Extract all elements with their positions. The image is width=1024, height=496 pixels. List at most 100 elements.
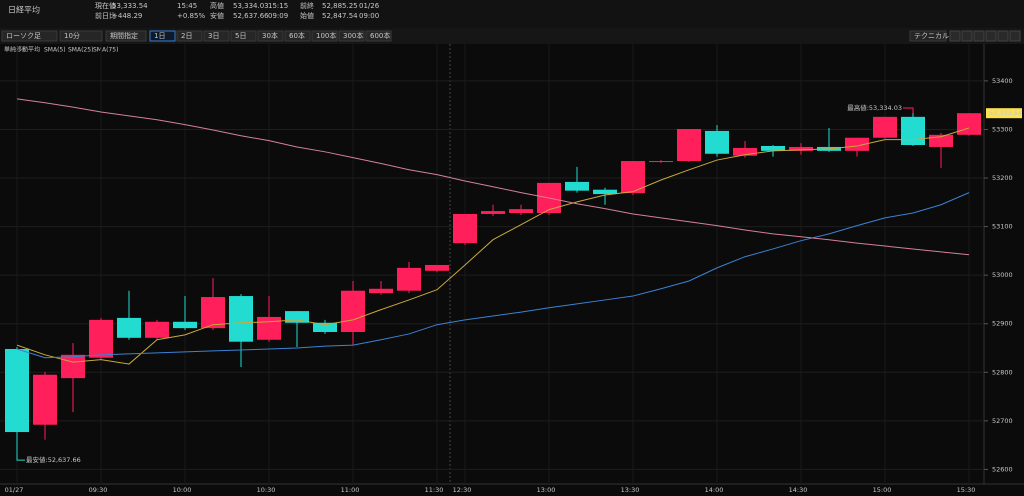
indicator-label: 単純移動平均	[4, 46, 40, 54]
range-button[interactable]	[338, 30, 365, 42]
range-button[interactable]	[311, 30, 338, 42]
candle-body	[453, 213, 477, 244]
technical-button[interactable]	[909, 30, 947, 42]
sma-line	[16, 127, 970, 365]
period-select[interactable]	[105, 30, 147, 42]
x-tick-label: 09:30	[89, 486, 108, 494]
chart-type-select[interactable]	[1, 30, 58, 42]
field-extra: 09:09	[268, 12, 288, 20]
legend-entry: SMA(5)	[44, 47, 66, 54]
last-price-tag	[986, 108, 1022, 119]
candle-body	[173, 321, 197, 329]
field-label: 安値	[210, 11, 224, 20]
candle-body	[89, 319, 113, 358]
candle-body	[397, 267, 421, 291]
candle-body	[425, 264, 449, 271]
field-value: +448.29	[112, 12, 142, 20]
interval-select[interactable]	[59, 30, 103, 42]
y-tick-label: 53300	[992, 125, 1013, 133]
period-select-label[interactable]: 期間指定	[110, 31, 138, 40]
field-value: 52,637.66	[233, 12, 269, 20]
candle-body	[845, 137, 869, 151]
range-button-label[interactable]: 600本	[370, 31, 390, 40]
high-marker	[903, 107, 914, 113]
range-button[interactable]	[149, 30, 176, 42]
technical-button-label[interactable]: テクニカル	[914, 32, 949, 40]
range-button[interactable]	[257, 30, 284, 42]
range-button-label[interactable]: 1日	[154, 32, 165, 40]
candle-body	[229, 296, 253, 342]
candle-body	[481, 211, 505, 214]
x-tick-label: 01/27	[5, 486, 24, 494]
candle-body	[257, 316, 281, 340]
y-tick-label: 52800	[992, 368, 1013, 376]
candle-body	[593, 189, 617, 195]
candle-body	[117, 317, 141, 338]
candle-body	[705, 130, 729, 154]
y-tick-label: 52700	[992, 417, 1013, 425]
range-button-label[interactable]: 100本	[316, 31, 336, 40]
field-value: 52,847.54	[322, 12, 358, 20]
candle-body	[369, 288, 393, 294]
legend-entry: SMA(75)	[93, 47, 118, 54]
range-button-label[interactable]: 30本	[262, 31, 278, 40]
candle-body	[341, 290, 365, 332]
range-button[interactable]	[203, 30, 230, 42]
candle-body	[61, 354, 85, 379]
interval-select-label[interactable]: 10分	[64, 31, 80, 40]
range-button-label[interactable]: 5日	[235, 32, 246, 40]
candle-body	[957, 113, 981, 135]
candle-body	[621, 161, 645, 194]
low-annotation: 最安値:52,637.66	[26, 455, 81, 464]
field-extra: 01/26	[359, 2, 380, 10]
candle-body	[313, 322, 337, 332]
candle-body	[5, 348, 29, 433]
field-value: 53,334.03	[233, 2, 269, 10]
x-tick-label: 13:00	[537, 486, 556, 494]
range-button-label[interactable]: 60本	[289, 31, 305, 40]
y-tick-label: 53400	[992, 77, 1013, 85]
candle-body	[649, 161, 673, 163]
x-tick-label: 11:00	[341, 486, 360, 494]
y-tick-label: 53100	[992, 223, 1013, 231]
range-button-label[interactable]: 3日	[208, 32, 219, 40]
tool-icon[interactable]	[985, 30, 997, 42]
range-button-label[interactable]: 2日	[181, 32, 192, 40]
candle-body	[733, 147, 757, 156]
low-marker	[16, 451, 25, 461]
x-tick-label: 10:00	[173, 486, 192, 494]
y-tick-label: 53000	[992, 271, 1013, 279]
range-button[interactable]	[365, 30, 392, 42]
candle-body	[509, 209, 533, 214]
high-annotation: 最高値:53,334.03	[847, 103, 902, 112]
candle-body	[145, 321, 169, 338]
last-price-label: 53,333.54	[989, 109, 1022, 117]
candle-body	[565, 181, 589, 191]
range-button-label[interactable]: 300本	[343, 31, 363, 40]
x-tick-label: 14:30	[789, 486, 808, 494]
field-extra: 09:00	[359, 12, 379, 20]
field-label: 前日比	[95, 11, 116, 20]
sma-line	[16, 192, 970, 359]
plot-area	[0, 44, 984, 484]
range-button[interactable]	[284, 30, 311, 42]
tool-icon[interactable]	[961, 30, 973, 42]
sma-line	[16, 98, 970, 256]
chart-type-select-label[interactable]: ローソク足	[6, 32, 41, 40]
tool-icon[interactable]	[949, 30, 961, 42]
tool-icon[interactable]	[1009, 30, 1021, 42]
field-label: 高値	[210, 1, 224, 10]
range-button[interactable]	[230, 30, 257, 42]
x-tick-label: 15:00	[873, 486, 892, 494]
candle-body	[789, 146, 813, 151]
x-tick-label: 10:30	[257, 486, 276, 494]
field-label: 現在値	[95, 1, 116, 10]
tool-icon[interactable]	[973, 30, 985, 42]
candle-body	[33, 374, 57, 425]
x-tick-label: 15:30	[957, 486, 976, 494]
tool-icon[interactable]	[997, 30, 1009, 42]
x-tick-label: 13:30	[621, 486, 640, 494]
x-tick-label: 11:30	[425, 486, 444, 494]
range-button[interactable]	[176, 30, 203, 42]
header-title: 日経平均	[8, 5, 40, 15]
